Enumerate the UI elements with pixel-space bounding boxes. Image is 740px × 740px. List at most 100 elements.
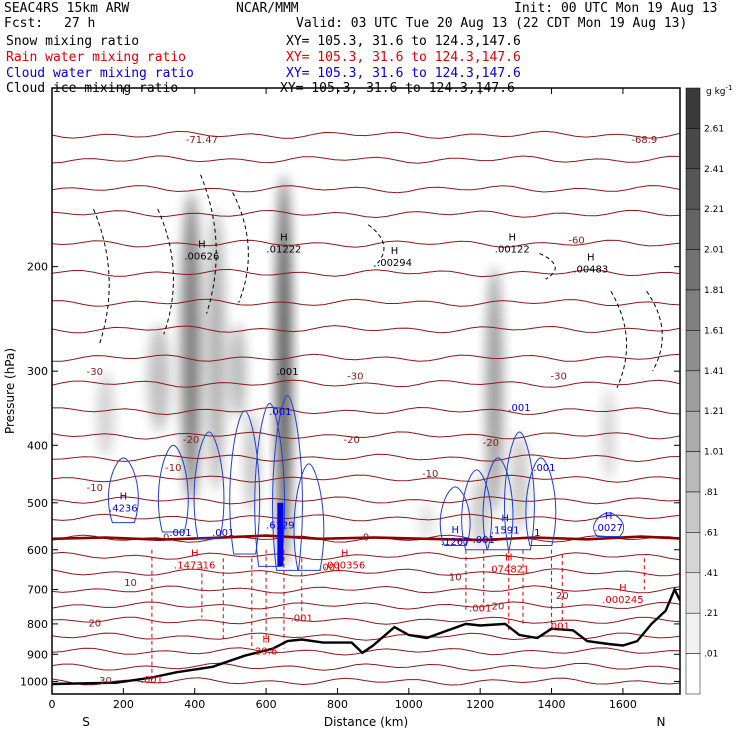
y-axis-tick-label: 600 bbox=[27, 544, 48, 557]
model-name: SEAC4RS 15km ARW bbox=[4, 1, 130, 16]
y-axis-label: Pressure (hPa) bbox=[3, 348, 17, 434]
cloud-water-contour bbox=[461, 469, 492, 551]
cloud-water-contour bbox=[482, 457, 514, 551]
field-name-cloud-water: Cloud water mixing ratio bbox=[6, 66, 194, 81]
cloud-water-core bbox=[277, 502, 284, 567]
cloud-water-maximum-h: H bbox=[605, 511, 613, 522]
colorbar: g kg-1 2.61 2.41 2.21 2.01 1.81 1.61 1.41 1.21 1… bbox=[685, 84, 732, 695]
temperature-label: -30 bbox=[347, 371, 363, 382]
rain-maximum-h: H bbox=[505, 552, 513, 563]
temperature-label: -10 bbox=[165, 463, 181, 474]
rain-maximum: H.074821 bbox=[488, 552, 529, 575]
temperature-label: -20 bbox=[344, 435, 360, 446]
isotherm-line bbox=[52, 268, 680, 278]
cloud-water-maximum: H.0027 bbox=[594, 511, 623, 534]
zero-isotherm-line bbox=[52, 534, 680, 542]
contour-value-label: .001 bbox=[473, 535, 495, 546]
contour-value-label: .001 bbox=[291, 613, 313, 624]
cloud-ice-contour bbox=[157, 208, 174, 335]
rain-maximum-h: H bbox=[619, 583, 627, 594]
cloud-water-maximum-h: H bbox=[501, 513, 509, 524]
temperature-label: 0 bbox=[363, 533, 369, 544]
colorbar-label: 1.81 bbox=[704, 286, 724, 296]
cloud-water-maximum: H.4236 bbox=[109, 491, 138, 514]
isotherm-line bbox=[52, 185, 680, 194]
colorbar-swatch bbox=[685, 330, 701, 372]
snow-shading-column bbox=[418, 502, 436, 542]
cloud-water-maximum: H.1267 bbox=[441, 525, 470, 548]
rain-maximum: H.147316 bbox=[174, 548, 215, 571]
snow-shading-column bbox=[228, 324, 247, 419]
cloud-water-maximum-value: .4236 bbox=[109, 503, 138, 514]
rain-maximum: H29.6 bbox=[255, 634, 277, 657]
init-time: Init: 00 UTC Mon 19 Aug 13 bbox=[514, 1, 718, 16]
contour-value-label: .001 bbox=[469, 603, 491, 614]
contour-value-label: .001 bbox=[533, 463, 555, 474]
cloud-water-contour bbox=[193, 431, 225, 540]
y-axis-tick-label: 400 bbox=[27, 439, 48, 452]
contour-value-label: .001 bbox=[169, 528, 191, 539]
cloud-water-maximum-h: H bbox=[451, 525, 459, 536]
field-xy-cloud-water: XY= 105.3, 31.6 to 124.3,147.6 bbox=[286, 66, 521, 81]
isotherm-line bbox=[52, 662, 680, 671]
colorbar-label: 2.21 bbox=[704, 205, 724, 215]
snow-shading-column bbox=[602, 387, 615, 482]
x-axis-north-label: N bbox=[657, 715, 666, 729]
contour-value-label: .001 bbox=[508, 403, 530, 414]
snow-maximum-value: .00294 bbox=[377, 258, 412, 269]
contour-value-label: .001 bbox=[319, 562, 341, 573]
rain-maximum-value: .000245 bbox=[602, 595, 643, 606]
x-axis-tick-label: 200 bbox=[113, 698, 134, 711]
cloud-water-contour bbox=[503, 431, 535, 551]
x-axis-tick-label: 1600 bbox=[609, 698, 637, 711]
isotherm-line bbox=[52, 647, 680, 656]
colorbar-label: 2.01 bbox=[704, 246, 724, 256]
snow-maximum-h: H bbox=[587, 253, 595, 264]
colorbar-swatch bbox=[685, 208, 701, 250]
snow-maximum: H.00122 bbox=[495, 233, 530, 256]
temperature-label: -60 bbox=[568, 235, 584, 246]
plot-area: -71.47 -68.9 -60 -30 -30 -30 -20 -20 -20 -10 -10 -1… bbox=[52, 130, 680, 687]
colorbar-label: .81 bbox=[704, 488, 718, 498]
isotherm-line bbox=[52, 453, 680, 463]
colorbar-swatch bbox=[685, 128, 701, 170]
snow-maximum-value: .01222 bbox=[266, 245, 301, 256]
temperature-label: -20 bbox=[483, 438, 499, 449]
cloud-water-contour bbox=[439, 486, 471, 546]
rain-maximum-h: H bbox=[191, 548, 199, 559]
colorbar-swatch bbox=[685, 289, 701, 331]
contour-value-label: .001 bbox=[269, 407, 291, 418]
colorbar-swatch bbox=[685, 572, 701, 614]
cloud-ice-contour bbox=[367, 224, 385, 268]
cloud-water-maximum: H.1591 bbox=[491, 513, 520, 536]
cloud-water-contour bbox=[293, 463, 325, 571]
cloud-water-maximum-value: .6129 bbox=[266, 521, 295, 532]
plot-frame bbox=[51, 87, 681, 695]
terrain-line bbox=[52, 586, 680, 686]
rain-maximum-h: H bbox=[262, 634, 270, 645]
x-axis-south-label: S bbox=[82, 715, 90, 729]
field-name-rain: Rain water mixing ratio bbox=[6, 50, 187, 65]
cloud-ice-contour bbox=[200, 174, 217, 314]
cloud-water-maximum-value: .0027 bbox=[594, 523, 623, 534]
cloud-water-contour bbox=[157, 444, 189, 533]
cloud-ice-contour bbox=[646, 290, 663, 372]
cloud-water-maximum-h: H bbox=[120, 491, 128, 502]
isotherm-line bbox=[52, 155, 680, 164]
isotherm-line bbox=[52, 513, 680, 522]
isotherm-line bbox=[52, 585, 680, 594]
isotherm-line bbox=[52, 632, 680, 641]
temperature-label: 20 bbox=[88, 618, 101, 629]
temperature-label: -10 bbox=[422, 469, 438, 480]
snow-maximum: H.00626 bbox=[184, 239, 219, 262]
temperature-label: 0 bbox=[163, 533, 169, 544]
colorbar-swatch bbox=[685, 451, 701, 493]
colorbar-label: 2.61 bbox=[704, 124, 724, 134]
colorbar-label: .41 bbox=[704, 569, 718, 579]
snow-maximum-value: .00122 bbox=[495, 245, 530, 256]
x-axis-tick-label: 0 bbox=[49, 698, 56, 711]
y-axis-tick-label: 500 bbox=[27, 497, 48, 510]
cloud-ice-contour bbox=[610, 290, 628, 388]
snow-maximum-h: H bbox=[391, 246, 399, 257]
snow-maximum-h: H bbox=[280, 233, 288, 244]
